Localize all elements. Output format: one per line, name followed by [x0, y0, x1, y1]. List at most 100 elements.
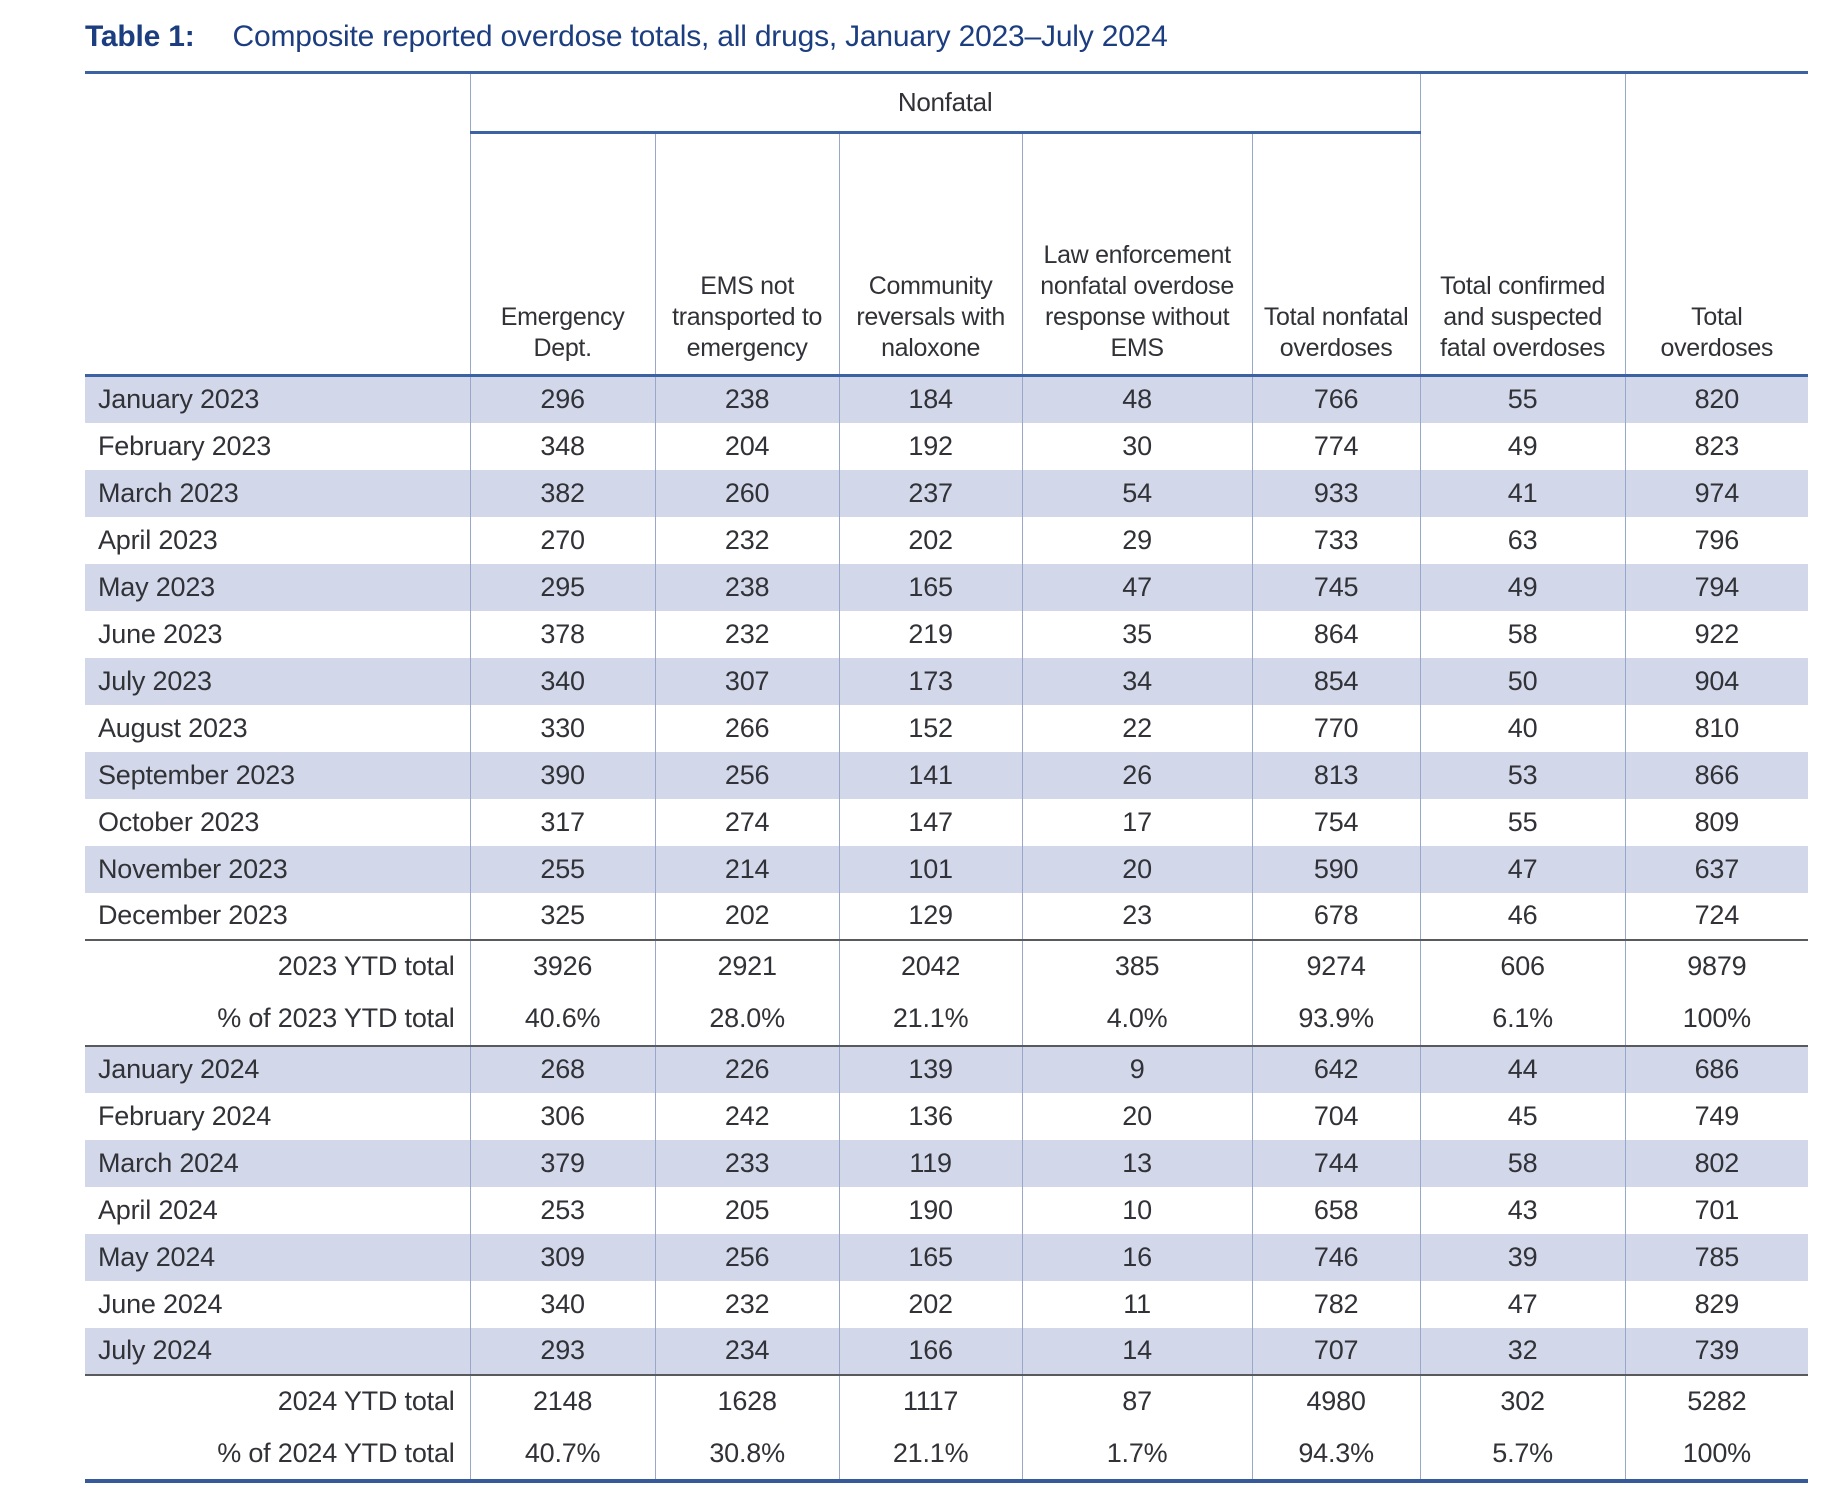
value-cell: 233 — [654, 1139, 840, 1187]
row-label: July 2023 — [85, 657, 471, 705]
table-row: March 2023 382 260 237 54 933 41 974 — [85, 469, 1808, 517]
value-cell: 35 — [1021, 610, 1253, 658]
value-cell: 4980 — [1251, 1373, 1421, 1428]
value-cell: 658 — [1251, 1186, 1421, 1234]
value-cell: 49 — [1419, 563, 1626, 611]
value-cell: 255 — [469, 845, 656, 893]
value-cell: 854 — [1251, 657, 1421, 705]
value-cell: 53 — [1419, 751, 1626, 799]
value-cell: 14 — [1021, 1327, 1253, 1375]
value-cell: 40 — [1419, 704, 1626, 752]
col-header-ems-not-transported: EMS not transported to emergency — [654, 132, 840, 377]
value-cell: 3926 — [469, 938, 656, 993]
value-cell: 39 — [1419, 1233, 1626, 1281]
value-cell: 678 — [1251, 892, 1421, 940]
row-label: June 2024 — [98, 1288, 223, 1319]
value-cell: 6.1% — [1419, 992, 1626, 1046]
value-cell: 28.0% — [654, 992, 840, 1046]
value-cell: 823 — [1624, 422, 1808, 470]
value-cell: 766 — [1251, 375, 1421, 423]
value-cell: 41 — [1419, 469, 1626, 517]
value-cell: 340 — [469, 1280, 656, 1328]
row-label: March 2024 — [85, 1139, 471, 1187]
value-cell: 590 — [1251, 845, 1421, 893]
value-cell: 30.8% — [654, 1427, 840, 1483]
value-cell: 268 — [469, 1044, 656, 1093]
table-body: January 2023 296 238 184 48 766 55 820 February … — [85, 375, 1808, 1483]
table-row: October 2023 317 274 147 17 754 55 809 — [85, 798, 1808, 846]
table-header: Nonfatal Total confirmed and suspected f… — [85, 71, 1808, 377]
table-row: June 2023 378 232 219 35 864 58 922 — [85, 610, 1808, 658]
value-cell: 173 — [838, 657, 1023, 705]
value-cell: 232 — [654, 610, 840, 658]
value-cell: 749 — [1624, 1092, 1808, 1140]
value-cell: 234 — [654, 1327, 840, 1375]
row-label: 2023 YTD total — [85, 938, 471, 993]
value-cell: 202 — [838, 1280, 1023, 1328]
table-row: July 2023 340 307 173 34 854 50 904 — [85, 657, 1808, 705]
value-cell: 63 — [1419, 516, 1626, 564]
value-cell: 202 — [838, 516, 1023, 564]
value-cell: 382 — [469, 469, 656, 517]
value-cell: 58 — [1419, 610, 1626, 658]
row-label: July 2024 — [85, 1327, 471, 1375]
value-cell: 379 — [469, 1139, 656, 1187]
value-cell: 40.7% — [469, 1427, 656, 1483]
value-cell: 237 — [838, 469, 1023, 517]
value-cell: 260 — [654, 469, 840, 517]
row-label: April 2023 — [98, 524, 218, 555]
row-label: January 2023 — [85, 375, 471, 423]
value-cell: 166 — [838, 1327, 1023, 1375]
table-row: April 2023 270 232 202 29 733 63 796 — [85, 516, 1808, 564]
ytd-total-row: 2024 YTD total 2148 1628 1117 87 4980 302 5282 — [85, 1373, 1808, 1428]
overdose-table: Nonfatal Total confirmed and suspected f… — [85, 71, 1808, 1483]
value-cell: 253 — [469, 1186, 656, 1234]
value-cell: 746 — [1251, 1233, 1421, 1281]
value-cell: 204 — [654, 422, 840, 470]
value-cell: 974 — [1624, 469, 1808, 517]
corner-cell — [85, 71, 471, 377]
value-cell: 306 — [469, 1092, 656, 1140]
value-cell: 309 — [469, 1233, 656, 1281]
ytd-total-row: % of 2024 YTD total 40.7% 30.8% 21.1% 1.7% 94… — [85, 1427, 1808, 1483]
value-cell: 809 — [1624, 798, 1808, 846]
value-cell: 745 — [1251, 563, 1421, 611]
value-cell: 744 — [1251, 1139, 1421, 1187]
value-cell: 43 — [1419, 1186, 1626, 1234]
value-cell: 47 — [1021, 563, 1253, 611]
table-row: June 2024 340 232 202 11 782 47 829 — [85, 1280, 1808, 1328]
value-cell: 733 — [1251, 516, 1421, 564]
value-cell: 20 — [1021, 1092, 1253, 1140]
value-cell: 47 — [1419, 845, 1626, 893]
value-cell: 933 — [1251, 469, 1421, 517]
value-cell: 11 — [1021, 1280, 1253, 1328]
value-cell: 922 — [1624, 610, 1808, 658]
row-label: February 2024 — [98, 1100, 272, 1131]
value-cell: 9 — [1021, 1044, 1253, 1093]
value-cell: 87 — [1021, 1373, 1253, 1428]
table-number: Table 1: — [85, 20, 195, 53]
table-row: July 2024 293 234 166 14 707 32 739 — [85, 1327, 1808, 1375]
value-cell: 256 — [654, 1233, 840, 1281]
value-cell: 754 — [1251, 798, 1421, 846]
value-cell: 129 — [838, 892, 1023, 940]
col-header-total-overdoses: Total overdoses — [1624, 71, 1808, 377]
row-label: March 2023 — [85, 469, 471, 517]
table-row: January 2023 296 238 184 48 766 55 820 — [85, 375, 1808, 423]
table-row: January 2024 268 226 139 9 642 44 686 — [85, 1044, 1808, 1093]
value-cell: 21.1% — [838, 1427, 1023, 1483]
table-row: August 2023 330 266 152 22 770 40 810 — [85, 704, 1808, 752]
value-cell: 49 — [1419, 422, 1626, 470]
value-cell: 5.7% — [1419, 1427, 1626, 1483]
value-cell: 340 — [469, 657, 656, 705]
value-cell: 30 — [1021, 422, 1253, 470]
value-cell: 32 — [1419, 1327, 1626, 1375]
value-cell: 9274 — [1251, 938, 1421, 993]
value-cell: 606 — [1419, 938, 1626, 993]
value-cell: 796 — [1624, 516, 1808, 564]
value-cell: 785 — [1624, 1233, 1808, 1281]
value-cell: 642 — [1251, 1044, 1421, 1093]
value-cell: 94.3% — [1251, 1427, 1421, 1483]
value-cell: 317 — [469, 798, 656, 846]
col-header-fatal-overdoses: Total confirmed and suspected fatal over… — [1419, 71, 1626, 377]
